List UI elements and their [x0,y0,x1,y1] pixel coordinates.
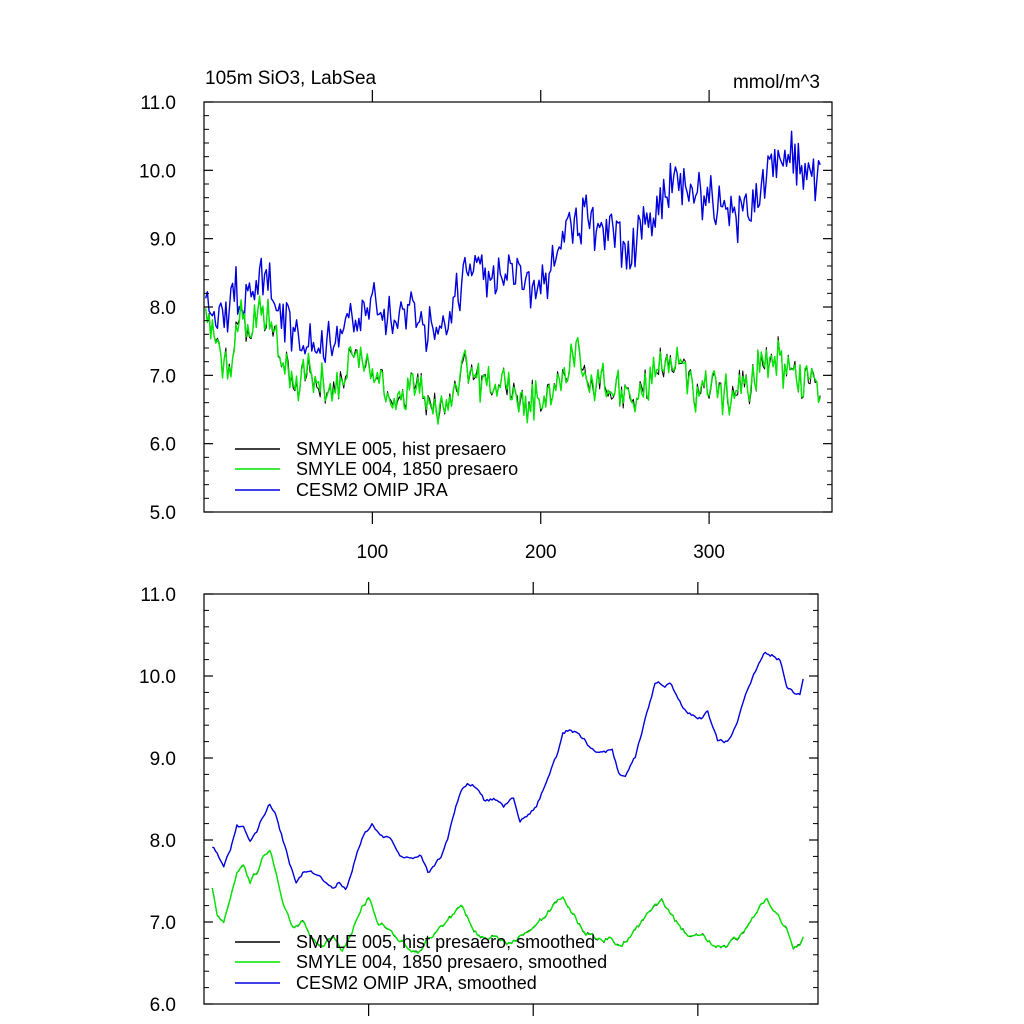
x-tick-label: 200 [525,542,557,563]
series-line-smyle004 [204,295,821,425]
y-tick-label: 10.0 [139,161,176,182]
bottom-panel: SMYLE 005, hist presaero, smoothed SMYLE… [139,582,819,1016]
series-line-cesm2-smoothed [212,651,804,891]
y-tick-label: 8.0 [150,298,176,319]
bottom-plot-area [211,651,804,954]
top-plot-area [204,130,821,425]
top-panel: 105m SiO3, LabSea mmol/m^3 SMYLE 005, hi… [139,68,833,563]
top-chart-units: mmol/m^3 [733,72,820,93]
legend-label-cesm2-smoothed: CESM2 OMIP JRA, smoothed [296,973,537,993]
top-legend: SMYLE 005, hist presaero SMYLE 004, 1850… [235,439,518,500]
y-tick-label: 7.0 [150,366,176,387]
legend-label-cesm2: CESM2 OMIP JRA [296,480,448,500]
legend-label-smyle004-smoothed: SMYLE 004, 1850 presaero, smoothed [296,952,607,972]
y-tick-label: 9.0 [150,749,176,770]
bottom-plot-frame [203,593,819,1005]
x-tick-label: 300 [693,542,725,563]
legend-label-smyle004: SMYLE 004, 1850 presaero [296,459,518,479]
series-line-smyle004-smoothed [211,849,804,954]
y-tick-label: 6.0 [150,995,176,1016]
legend-label-smyle005: SMYLE 005, hist presaero [296,439,506,459]
y-tick-label: 7.0 [150,913,176,934]
y-tick-label: 11.0 [140,93,176,114]
y-tick-label: 10.0 [139,667,176,688]
y-tick-label: 6.0 [150,435,176,456]
y-tick-label: 9.0 [150,230,176,251]
y-tick-label: 11.0 [140,585,176,606]
legend-label-smyle005-smoothed: SMYLE 005, hist presaero, smoothed [296,932,595,952]
series-line-cesm2 [205,130,821,363]
bottom-legend: SMYLE 005, hist presaero, smoothed SMYLE… [235,932,607,993]
top-chart-title: 105m SiO3, LabSea [205,68,377,89]
y-tick-label: 5.0 [150,503,176,524]
x-tick-label: 100 [357,542,389,563]
y-tick-label: 8.0 [150,831,176,852]
